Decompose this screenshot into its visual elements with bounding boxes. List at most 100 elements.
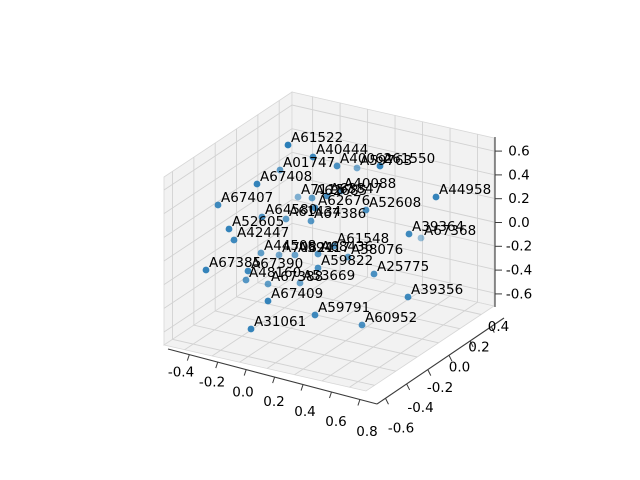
point-label: A67386 (314, 206, 366, 222)
point-label: A62676 (318, 193, 370, 209)
grid-line-x (266, 115, 396, 369)
pane-floor (163, 259, 495, 392)
x-tick (329, 391, 332, 399)
scatter-point (258, 213, 266, 221)
grid-line-y (172, 171, 375, 386)
grid-line-z (163, 104, 495, 191)
point-label: A39356 (411, 282, 463, 298)
scatter-point (202, 266, 210, 274)
grid-line-x (239, 109, 369, 363)
scatter-point (337, 187, 345, 195)
scatter-point (358, 321, 366, 329)
scatter-point (323, 192, 331, 200)
point-label: A64580 (265, 202, 317, 218)
point-label: A40444 (316, 142, 368, 158)
grid-line-y (193, 157, 396, 372)
scatter-point (264, 280, 272, 288)
z-tick-label: -0.2 (506, 239, 532, 255)
scatter-point (362, 206, 370, 214)
point-label: A67388 (271, 269, 323, 285)
scatter-point (244, 267, 252, 275)
x-tick-label: -0.2 (199, 374, 225, 390)
point-label: A58076 (351, 242, 403, 258)
grid-line-z (163, 246, 495, 333)
point-label: A68436 (321, 239, 373, 255)
point-label: A42447 (237, 225, 289, 241)
scatter-point (311, 311, 319, 319)
scatter-point (296, 279, 304, 287)
scatter-point (247, 325, 255, 333)
scatter-point (314, 264, 322, 272)
y-tick-label: 0.4 (488, 319, 509, 335)
point-label: A52605 (232, 214, 284, 230)
point-label: A63847 (330, 181, 382, 197)
scatter-point (308, 194, 316, 202)
point-label: A67408 (260, 169, 312, 185)
z-tick-label: 0.2 (508, 191, 529, 207)
scatter-point (370, 270, 378, 278)
scatter-point (417, 234, 425, 242)
scatter-point (432, 193, 440, 201)
z-tick-label: -0.6 (506, 286, 532, 302)
y-tick (427, 369, 432, 376)
y-tick-label: -0.4 (407, 400, 433, 416)
grid-line-x (294, 121, 423, 376)
scatter-point (294, 193, 302, 201)
y-tick (385, 398, 389, 405)
point-label: A60952 (365, 310, 417, 326)
scatter-point (276, 166, 284, 174)
scatter-point (282, 215, 290, 223)
point-label: A59791 (318, 300, 370, 316)
x-tick-label: -0.4 (168, 365, 194, 381)
y-tick-label: -0.2 (427, 380, 453, 396)
grid-line-z (163, 199, 495, 286)
x-tick-label: 0.2 (263, 394, 284, 410)
point-label: A61548 (337, 231, 389, 247)
scatter-point (376, 162, 384, 170)
x-axis-line (167, 348, 378, 405)
x-tick-label: 0.4 (294, 404, 315, 420)
x-tick (272, 376, 276, 384)
x-tick (357, 399, 361, 406)
grid-line-y (236, 128, 439, 344)
point-label: A70821 (282, 240, 334, 256)
point-label: A40062 (340, 151, 392, 167)
point-label: A44508 (264, 238, 316, 254)
scatter-point (330, 242, 338, 250)
scatter-point (284, 141, 292, 149)
grid-line-y (257, 114, 460, 330)
scatter-point (405, 230, 413, 238)
point-label: A25775 (377, 259, 429, 275)
y-tick (448, 355, 453, 362)
point-label: A71157 (301, 182, 353, 198)
grid-line-x (321, 127, 451, 382)
y-tick-label: -0.6 (388, 421, 414, 437)
scatter-point (307, 217, 315, 225)
point-label: A67407 (221, 190, 273, 206)
scatter-point (309, 153, 317, 161)
y-tick-label: 0.2 (468, 339, 489, 355)
grid-line-z (163, 151, 495, 238)
grid-line-z (163, 175, 495, 262)
point-label: A59417 (298, 240, 350, 256)
x-tick-label: 0.8 (356, 424, 377, 440)
grid-line-z (163, 128, 495, 215)
point-label: A53669 (303, 268, 355, 284)
scatter-point (314, 250, 322, 258)
scatter-point (257, 249, 265, 257)
scatter-point (353, 164, 361, 172)
scatter-point (311, 204, 319, 212)
scatter-point (291, 251, 299, 259)
point-label: A59763 (360, 153, 412, 169)
point-label: A39364 (412, 219, 464, 235)
scatter-point (214, 201, 222, 209)
point-label: A61550 (383, 151, 435, 167)
scatter-point (275, 251, 283, 259)
grid-line-y (214, 143, 418, 358)
z-tick-label: -0.4 (506, 263, 532, 279)
scatter-point (225, 225, 233, 233)
y-tick (406, 383, 411, 391)
x-tick (186, 354, 190, 361)
x-tick (243, 369, 247, 376)
